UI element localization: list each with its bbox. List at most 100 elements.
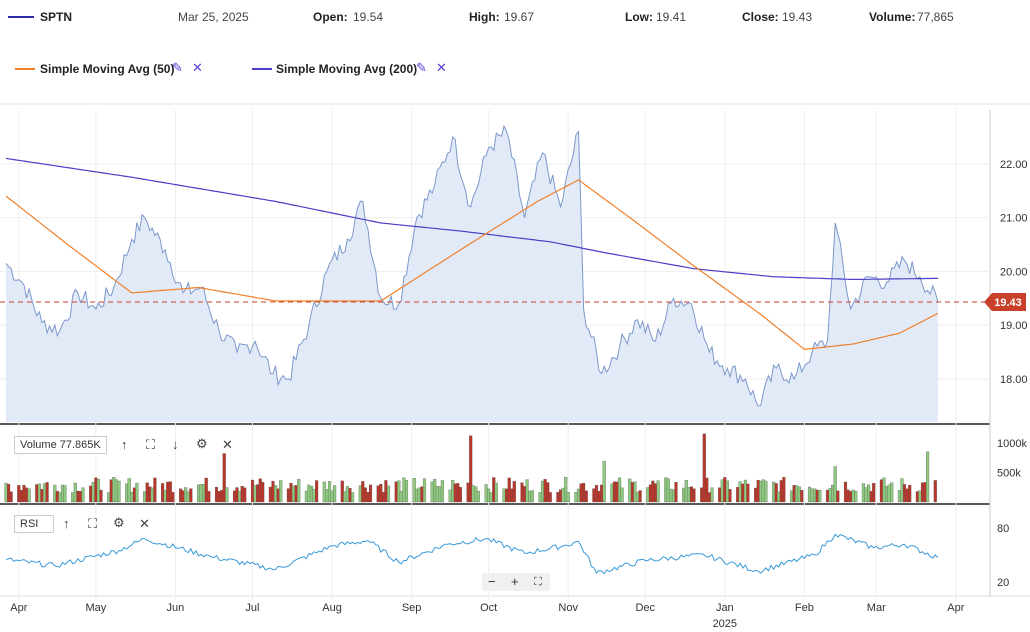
volume-bar xyxy=(89,485,93,503)
volume-bar xyxy=(702,433,706,503)
volume-bar xyxy=(638,490,642,503)
volume-bar xyxy=(451,480,455,503)
volume-bar xyxy=(584,490,588,503)
price-tick-label: 20.00 xyxy=(1000,266,1028,278)
volume-bar xyxy=(368,484,373,503)
volume-bar xyxy=(592,488,596,503)
close-icon[interactable]: ✕ xyxy=(222,437,233,452)
zoom-out-button[interactable]: − xyxy=(488,574,496,589)
volume-bar xyxy=(268,486,272,503)
volume-bar xyxy=(276,488,280,503)
volume-bar xyxy=(754,487,758,503)
volume-bar xyxy=(864,487,868,503)
arrow-down-icon[interactable]: ↓ xyxy=(172,437,179,452)
volume-bar xyxy=(351,492,355,503)
volume-bar xyxy=(612,481,616,503)
volume-tick-label: 1000k xyxy=(997,438,1027,450)
arrow-up-icon[interactable]: ↑ xyxy=(121,437,128,452)
close-icon[interactable]: ✕ xyxy=(436,60,447,75)
fit-icon[interactable]: ⛶ xyxy=(88,516,98,531)
volume-bar xyxy=(723,477,727,503)
volume-bar xyxy=(756,479,760,503)
volume-bar xyxy=(764,480,768,503)
volume-bar xyxy=(849,491,853,503)
volume-bar xyxy=(476,490,480,503)
volume-bar xyxy=(705,477,709,503)
volume-bar xyxy=(469,435,473,503)
arrow-up-icon[interactable]: ↑ xyxy=(63,516,70,531)
volume-bar xyxy=(633,481,637,503)
price-tag-value: 19.43 xyxy=(994,297,1022,309)
volume-bar xyxy=(27,488,31,503)
price-tag xyxy=(984,293,1026,312)
volume-bar xyxy=(897,490,901,503)
gear-icon[interactable]: ⚙ xyxy=(196,436,208,451)
volume-bar xyxy=(325,489,329,503)
volume-bar xyxy=(394,481,398,503)
volume-bar xyxy=(78,491,82,503)
x-tick-label: May xyxy=(85,602,106,614)
volume-bar xyxy=(399,491,403,503)
fit-icon[interactable]: ⛶ xyxy=(534,576,542,588)
volume-bar xyxy=(700,487,704,503)
volume-bar xyxy=(225,487,229,503)
volume-bar xyxy=(214,486,219,503)
volume-bar xyxy=(235,487,239,503)
zoom-controls: − + ⛶ xyxy=(482,573,550,591)
volume-bar xyxy=(35,484,39,503)
fit-icon[interactable]: ⛶ xyxy=(146,437,156,452)
volume-bar xyxy=(669,488,673,503)
volume-bar xyxy=(869,491,873,503)
pencil-icon[interactable]: ✎ xyxy=(172,60,183,75)
volume-bar xyxy=(143,491,147,503)
open-value: 19.54 xyxy=(353,10,384,24)
volume-bar xyxy=(800,490,804,503)
volume-value: 77,865 xyxy=(917,10,954,24)
sma200-line xyxy=(5,157,938,280)
volume-bar xyxy=(363,487,367,503)
close-icon[interactable]: ✕ xyxy=(192,60,203,75)
volume-bar xyxy=(291,485,296,503)
sma50-label: Simple Moving Avg (50) xyxy=(40,62,175,76)
volume-bar xyxy=(199,484,203,503)
volume-bar xyxy=(566,492,570,503)
volume-bar xyxy=(153,477,157,503)
volume-bar xyxy=(63,485,67,503)
volume-bar xyxy=(707,492,711,503)
volume-bar xyxy=(9,491,13,503)
volume-bar xyxy=(487,488,491,503)
volume-bar xyxy=(846,489,850,503)
sma50-swatch xyxy=(15,68,35,70)
volume-bar xyxy=(890,482,894,503)
legend-sma200: Simple Moving Avg (200) ✎ ✕ xyxy=(240,58,460,80)
rsi-tick-label: 20 xyxy=(997,577,1009,589)
x-tick-label: Jul xyxy=(245,602,259,614)
volume-bar xyxy=(40,489,44,503)
volume-bar xyxy=(600,484,604,503)
zoom-in-button[interactable]: + xyxy=(511,574,519,589)
volume-bar xyxy=(433,479,437,503)
volume-bar xyxy=(222,453,226,503)
price-area-fill xyxy=(6,126,938,422)
volume-bar xyxy=(474,486,478,503)
volume-bar xyxy=(330,490,334,503)
volume-bar xyxy=(646,487,650,503)
volume-bar xyxy=(689,486,693,503)
volume-bar xyxy=(576,488,581,503)
volume-bar xyxy=(112,477,116,503)
volume-tick-label: 500k xyxy=(997,467,1021,479)
pencil-icon[interactable]: ✎ xyxy=(416,60,427,75)
volume-bar xyxy=(404,480,409,503)
volume-bar xyxy=(379,483,383,503)
volume-bar xyxy=(471,485,475,503)
volume-bar xyxy=(107,492,111,503)
x-tick-label: Jun xyxy=(167,602,185,614)
volume-bar xyxy=(512,481,516,503)
volume-bar xyxy=(543,479,547,503)
close-icon[interactable]: ✕ xyxy=(139,516,150,531)
volume-bar xyxy=(558,489,563,503)
volume-bar xyxy=(833,466,837,503)
gear-icon[interactable]: ⚙ xyxy=(113,515,125,530)
volume-bar xyxy=(502,488,506,503)
